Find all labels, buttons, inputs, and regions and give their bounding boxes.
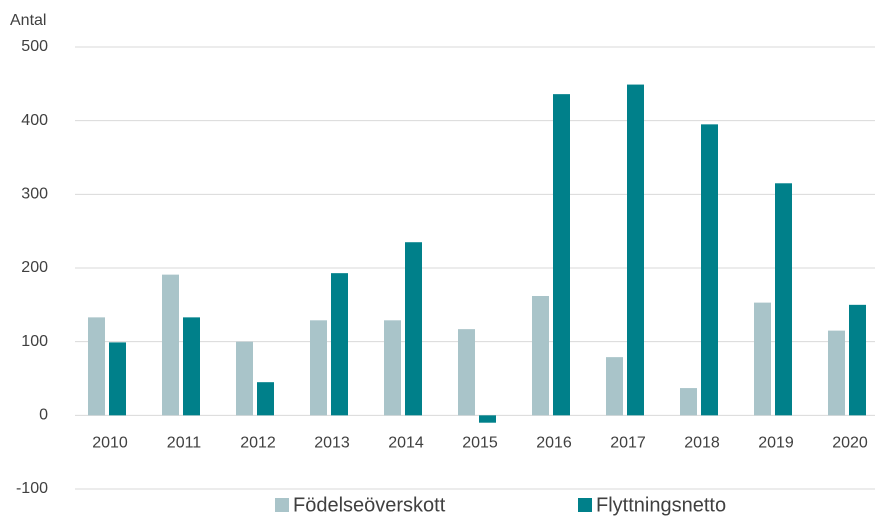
bar	[627, 84, 644, 416]
bar	[828, 330, 845, 416]
y-axis-label: Antal	[10, 12, 46, 29]
bar	[236, 341, 253, 416]
bar	[310, 320, 327, 416]
bar	[701, 124, 718, 416]
legend-label: Flyttningsnetto	[596, 494, 726, 516]
x-tick-label: 2014	[388, 435, 424, 452]
x-tick-label: 2015	[462, 435, 498, 452]
y-tick-label: 400	[21, 112, 48, 129]
y-tick-label: 500	[21, 38, 48, 55]
bar	[331, 273, 348, 416]
bar	[775, 183, 792, 416]
y-tick-label: 0	[39, 407, 48, 424]
legend-swatch	[578, 498, 592, 512]
y-tick-label: -100	[16, 480, 48, 497]
x-tick-label: 2010	[92, 435, 128, 452]
bar	[405, 242, 422, 416]
x-tick-label: 2011	[167, 435, 202, 452]
bar	[384, 320, 401, 416]
bar	[257, 382, 274, 416]
legend-label: Födelseöverskott	[293, 494, 446, 516]
x-tick-label: 2016	[536, 435, 572, 452]
bar	[88, 317, 105, 416]
x-tick-label: 2020	[832, 435, 868, 452]
x-tick-label: 2012	[240, 435, 276, 452]
bar	[553, 94, 570, 416]
x-tick-label: 2018	[684, 435, 720, 452]
bar	[680, 388, 697, 416]
bar	[479, 415, 496, 423]
bar	[458, 329, 475, 416]
y-tick-label: 200	[21, 259, 48, 276]
x-tick-label: 2013	[314, 435, 350, 452]
bar	[532, 295, 549, 416]
x-tick-label: 2017	[610, 435, 646, 452]
bar	[754, 302, 771, 416]
bar	[162, 274, 179, 416]
bar	[606, 357, 623, 416]
y-tick-label: 300	[21, 186, 48, 203]
bar	[183, 317, 200, 416]
bar	[849, 304, 866, 416]
bar	[109, 342, 126, 416]
legend-swatch	[275, 498, 289, 512]
x-tick-label: 2019	[758, 435, 794, 452]
y-tick-label: 100	[21, 333, 48, 350]
